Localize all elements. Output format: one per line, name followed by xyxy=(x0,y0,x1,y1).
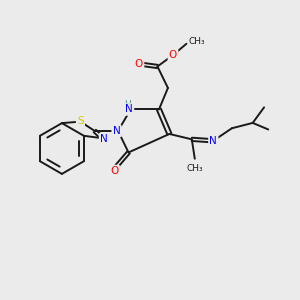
Text: N: N xyxy=(113,126,120,136)
Text: CH₃: CH₃ xyxy=(189,37,206,46)
Text: H: H xyxy=(124,100,130,109)
Text: N: N xyxy=(209,136,217,146)
Text: O: O xyxy=(135,59,143,69)
Text: N: N xyxy=(100,134,108,144)
Text: S: S xyxy=(77,116,84,126)
Text: O: O xyxy=(169,50,177,60)
Text: CH₃: CH₃ xyxy=(187,164,203,173)
Text: N: N xyxy=(125,104,133,115)
Text: O: O xyxy=(110,166,118,176)
